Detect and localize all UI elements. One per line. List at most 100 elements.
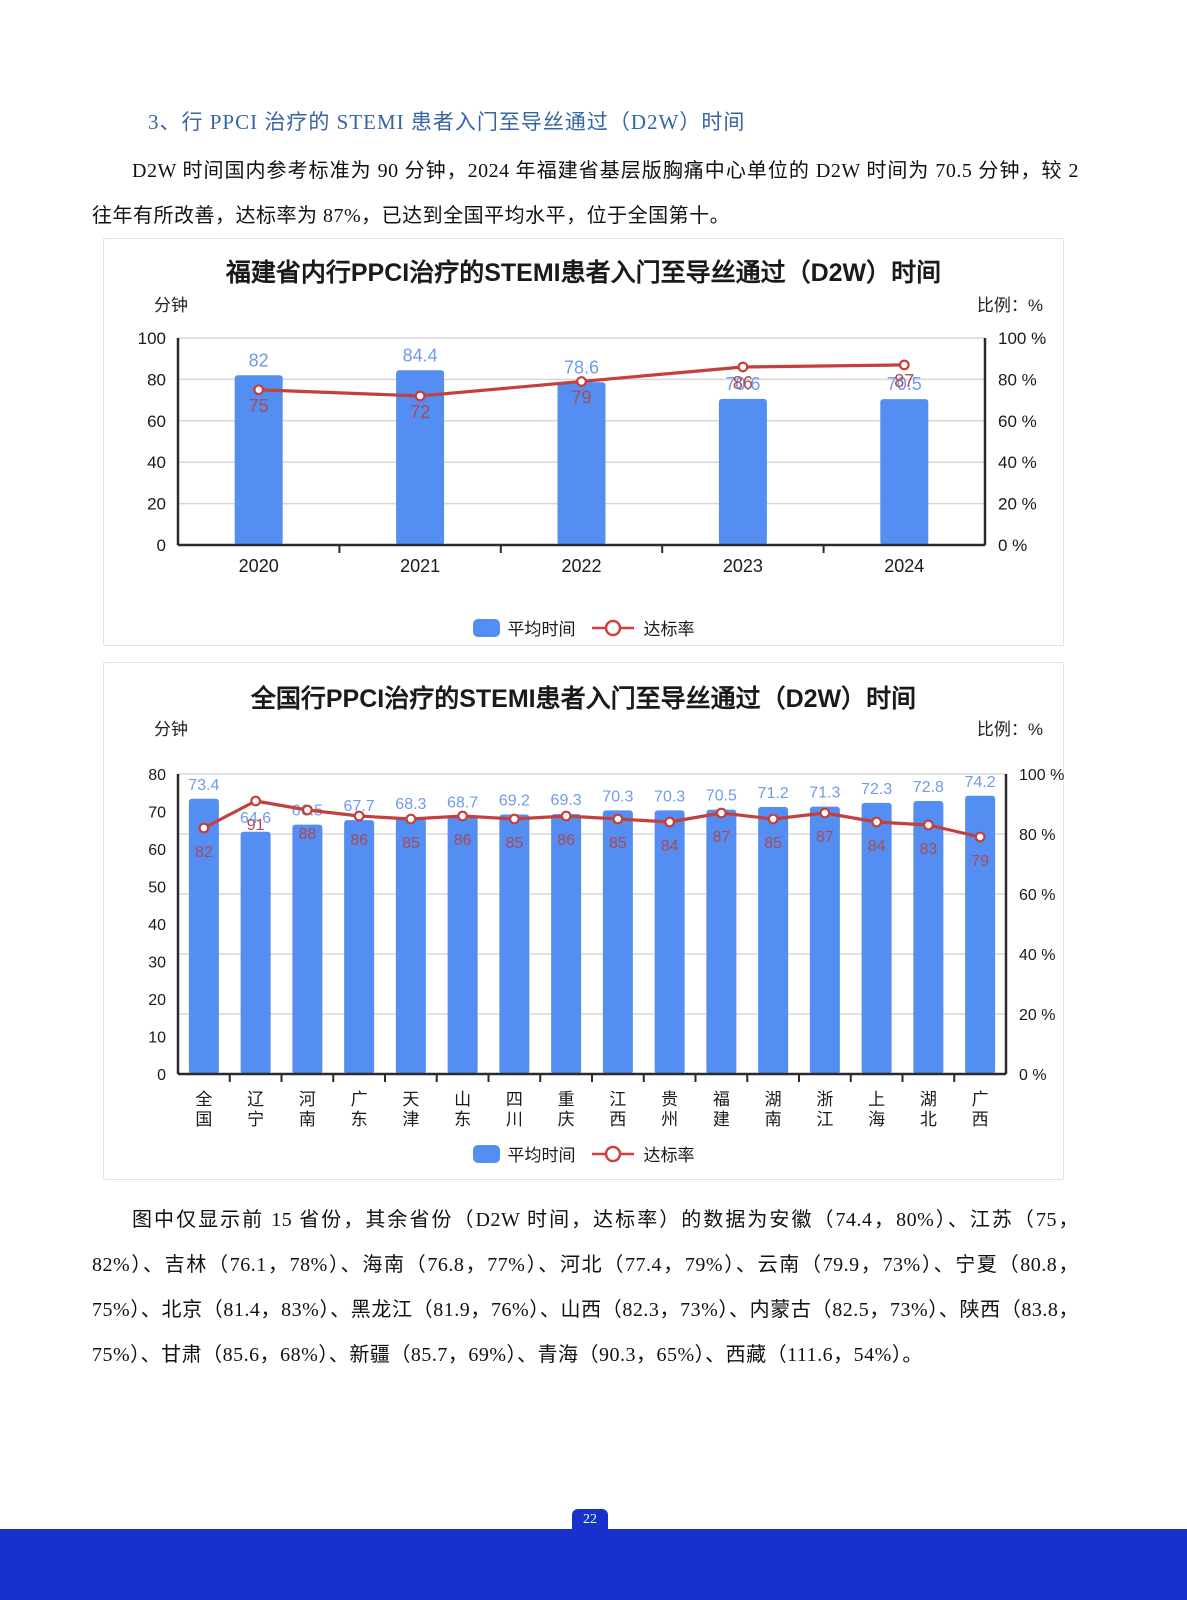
rate-point-marker — [250, 795, 262, 807]
rate-value-label: 85 — [609, 835, 627, 852]
right-axis-tick-label: 80 % — [1019, 827, 1055, 844]
category-label: 福 — [713, 1090, 730, 1109]
legend-item-avg-time: 平均时间 — [472, 1141, 576, 1166]
category-label: 川 — [506, 1110, 523, 1129]
rate-value-label: 86 — [454, 832, 472, 849]
rate-point-marker — [898, 359, 910, 371]
rate-value-label: 87 — [712, 829, 730, 846]
left-axis-tick-label: 70 — [148, 805, 166, 822]
right-axis-tick-label: 40 % — [998, 453, 1037, 472]
legend-label: 达标率 — [643, 620, 695, 639]
section-heading: 3、行 PPCI 治疗的 STEMI 患者入门至导丝通过（D2W）时间 — [148, 110, 746, 134]
category-label: 全 — [195, 1090, 212, 1109]
left-axis-tick-label: 60 — [148, 842, 166, 859]
other-provinces-paragraph: 图中仅显示前 15 省份，其余省份（D2W 时间，达标率）的数据为安徽（74.4… — [92, 1209, 1079, 1366]
left-axis-tick-label: 40 — [147, 453, 166, 472]
bar — [447, 816, 478, 1074]
bar — [188, 798, 219, 1074]
category-label: 江 — [609, 1090, 626, 1109]
rate-point-marker — [715, 807, 727, 819]
category-label: 北 — [920, 1110, 937, 1129]
legend-item-rate: 达标率 — [590, 615, 695, 640]
bar-value-label: 68.3 — [395, 796, 426, 813]
category-label: 海 — [868, 1110, 885, 1129]
bar — [809, 806, 840, 1074]
right-axis-tick-label: 80 % — [998, 370, 1037, 389]
bar — [292, 824, 323, 1074]
right-axis-tick-label: 100 % — [1019, 767, 1064, 784]
right-axis-tick-label: 60 % — [1019, 887, 1055, 904]
rate-value-label: 75 — [249, 396, 269, 416]
rate-value-label: 87 — [816, 829, 834, 846]
bar — [499, 814, 530, 1074]
bar-series-swatch-icon — [472, 1144, 500, 1163]
rate-point-marker — [612, 813, 624, 825]
rate-point-marker — [974, 831, 986, 843]
left-axis-tick-label: 40 — [148, 917, 166, 934]
chart-panel-fujian: 福建省内行PPCI治疗的STEMI患者入门至导丝通过（D2W）时间 分钟 比例：… — [103, 238, 1064, 646]
bar — [913, 801, 944, 1074]
bar — [602, 810, 633, 1074]
rate-point-marker — [576, 376, 587, 387]
rate-value-label: 83 — [919, 841, 937, 858]
bar-value-label: 70.5 — [706, 788, 737, 805]
bar-value-label: 72.8 — [913, 779, 944, 796]
right-axis-tick-label: 0 % — [1019, 1067, 1047, 1084]
bar-value-label: 69.2 — [499, 793, 530, 810]
bar-value-label: 67.7 — [344, 798, 375, 815]
bar-value-label: 78.6 — [564, 357, 599, 377]
bar-series-swatch-icon — [472, 618, 500, 637]
bar — [396, 370, 445, 545]
left-axis-tick-label: 80 — [147, 370, 166, 389]
rate-value-label: 85 — [764, 835, 782, 852]
legend-item-avg-time: 平均时间 — [472, 615, 576, 640]
rate-value-label: 88 — [298, 826, 316, 843]
category-label: 2020 — [239, 556, 279, 576]
rate-value-label: 86 — [350, 832, 368, 849]
rate-point-marker — [922, 819, 934, 831]
bar — [861, 802, 892, 1074]
left-axis-tick-label: 20 — [147, 495, 166, 514]
rate-point-marker — [253, 384, 265, 396]
category-label: 天 — [402, 1090, 419, 1109]
rate-point-marker — [871, 816, 883, 828]
category-label: 广 — [972, 1090, 989, 1109]
bar-value-label: 74.2 — [965, 774, 996, 791]
category-label: 州 — [661, 1110, 678, 1129]
bar-value-label: 73.4 — [188, 777, 219, 794]
bar — [240, 831, 271, 1074]
bar — [758, 807, 789, 1074]
bar — [557, 382, 606, 545]
rate-value-label: 91 — [247, 817, 265, 834]
rate-value-label: 84 — [868, 838, 886, 855]
bar — [880, 399, 929, 545]
left-axis-tick-label: 20 — [148, 992, 166, 1009]
bar-value-label: 70.6 — [725, 374, 760, 394]
right-axis-tick-label: 0 % — [998, 536, 1027, 555]
category-label: 建 — [713, 1110, 730, 1129]
category-label: 庆 — [558, 1110, 575, 1129]
bar — [965, 795, 996, 1074]
rate-point-marker — [198, 822, 210, 834]
category-label: 江 — [816, 1110, 833, 1129]
rate-point-marker — [767, 813, 779, 825]
intro-paragraph: D2W 时间国内参考标准为 90 分钟，2024 年福建省基层版胸痛中心单位的 … — [92, 160, 1079, 227]
category-label: 国 — [195, 1110, 212, 1129]
right-axis-unit-label: 比例：% — [976, 720, 1043, 739]
bar — [706, 809, 737, 1074]
chart-legend: 平均时间 达标率 — [104, 1141, 1063, 1166]
rate-value-label: 85 — [505, 835, 523, 852]
category-label: 2021 — [400, 556, 440, 576]
rate-point-marker — [737, 361, 749, 373]
rate-value-label: 86 — [733, 373, 753, 393]
category-label: 河 — [299, 1090, 316, 1109]
rate-value-label: 84 — [661, 838, 679, 855]
category-label: 2024 — [884, 556, 924, 576]
right-axis-tick-label: 20 % — [1019, 1007, 1055, 1024]
rate-line — [203, 799, 981, 839]
category-label: 贵 — [661, 1090, 678, 1109]
page-number-tab: 22 — [572, 1509, 608, 1531]
category-label: 宁 — [247, 1110, 264, 1129]
category-label: 南 — [765, 1110, 782, 1129]
right-axis-tick-label: 40 % — [1019, 947, 1055, 964]
